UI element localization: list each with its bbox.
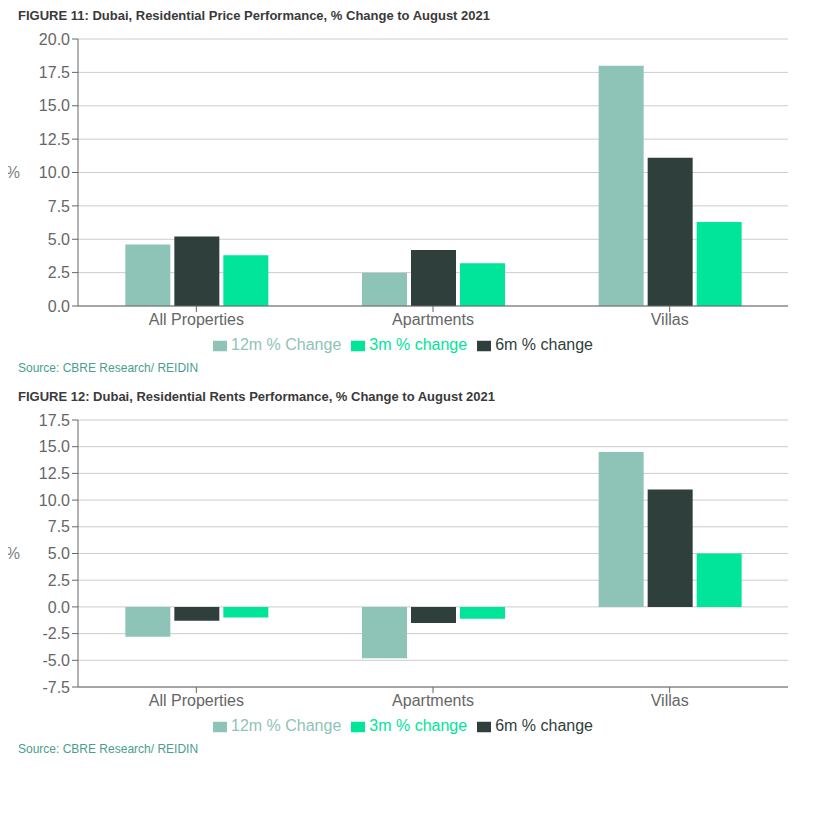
svg-text:15.0: 15.0 <box>39 438 70 455</box>
svg-text:Villas: Villas <box>651 311 689 328</box>
svg-text:20.0: 20.0 <box>39 31 70 48</box>
svg-text:2.5: 2.5 <box>48 572 70 589</box>
svg-text:All Properties: All Properties <box>149 692 244 709</box>
html-text:3m % change: 3m % change <box>369 336 468 353</box>
svg-text:7.5: 7.5 <box>48 518 70 535</box>
svg-text:%: % <box>8 545 20 562</box>
html-text:3m % change: 3m % change <box>369 717 468 734</box>
svg-text:0.0: 0.0 <box>48 298 70 315</box>
svg-text:10.0: 10.0 <box>39 492 70 509</box>
svg-text:0.0: 0.0 <box>48 599 70 616</box>
html-text:Source: CBRE Research/ REIDIN: Source: CBRE Research/ REIDIN <box>18 742 199 756</box>
svg-text:5.0: 5.0 <box>48 545 70 562</box>
svg-text:15.0: 15.0 <box>39 97 70 114</box>
html-text:FIGURE 11: Dubai, Residential: FIGURE 11: Dubai, Residential Price Perf… <box>18 8 490 23</box>
svg-text:Apartments: Apartments <box>392 692 474 709</box>
svg-text:%: % <box>8 164 20 181</box>
svg-text:-2.5: -2.5 <box>42 625 70 642</box>
svg-text:-7.5: -7.5 <box>42 679 70 696</box>
svg-text:12.5: 12.5 <box>39 465 70 482</box>
html-text:12m % Change: 12m % Change <box>231 717 342 734</box>
svg-text:17.5: 17.5 <box>39 412 70 429</box>
svg-text:2.5: 2.5 <box>48 264 70 281</box>
svg-text:12.5: 12.5 <box>39 131 70 148</box>
svg-text:10.0: 10.0 <box>39 164 70 181</box>
html-text:6m % change: 6m % change <box>495 336 593 353</box>
svg-text:Apartments: Apartments <box>392 311 474 328</box>
svg-text:Villas: Villas <box>651 692 689 709</box>
html-text:12m % Change: 12m % Change <box>231 336 342 353</box>
html-text:6m % change: 6m % change <box>495 717 593 734</box>
html-text:Source: CBRE Research/ REIDIN: Source: CBRE Research/ REIDIN <box>18 361 199 375</box>
svg-text:17.5: 17.5 <box>39 64 70 81</box>
svg-text:-5.0: -5.0 <box>42 652 70 669</box>
svg-text:7.5: 7.5 <box>48 198 70 215</box>
svg-text:5.0: 5.0 <box>48 231 70 248</box>
svg-text:All Properties: All Properties <box>149 311 244 328</box>
html-text:FIGURE 12: Dubai, Residential: FIGURE 12: Dubai, Residential Rents Perf… <box>18 389 495 404</box>
